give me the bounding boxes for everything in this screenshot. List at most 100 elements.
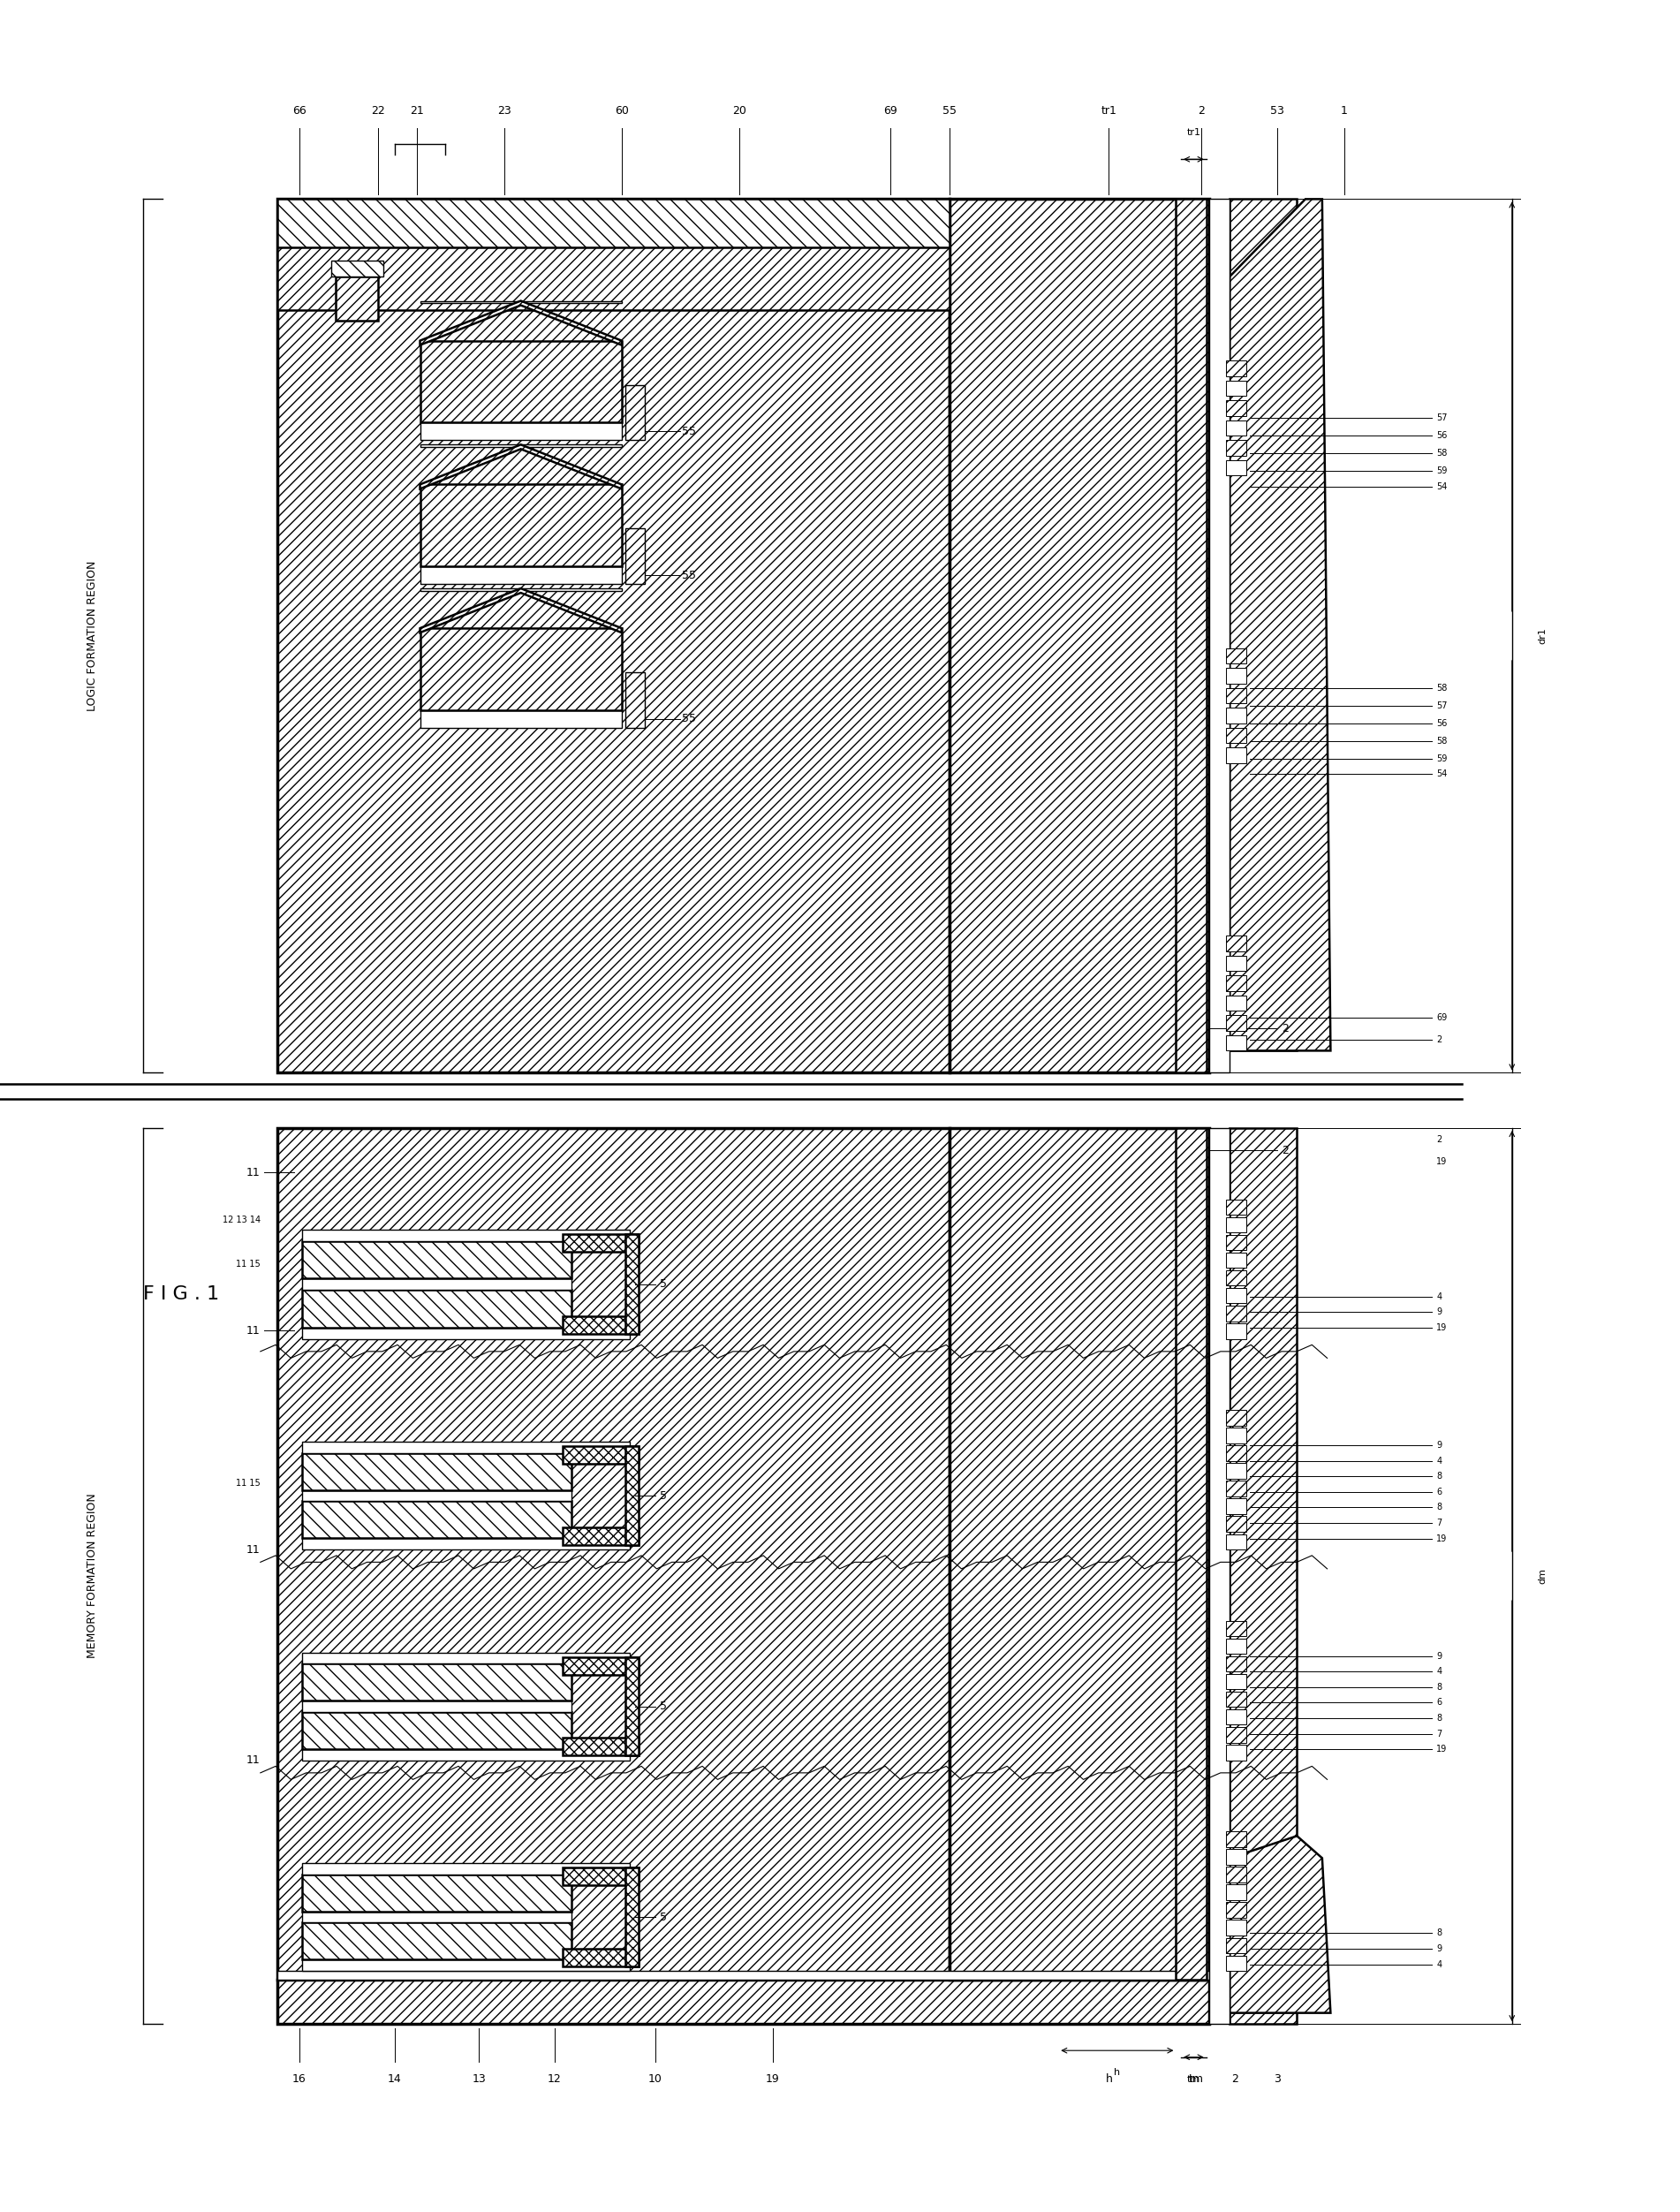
Bar (336, 276, 378, 321)
Bar (1210, 1128, 1230, 2024)
Bar (1226, 1517, 1247, 1531)
Bar (420, 710, 622, 728)
Bar (277, 1971, 1210, 1980)
Text: 4: 4 (1436, 1458, 1441, 1464)
Bar (1226, 1885, 1247, 1900)
Bar (563, 1949, 638, 1966)
Text: 11: 11 (247, 1166, 260, 1179)
Text: 10: 10 (648, 2073, 662, 2086)
Text: 2: 2 (1282, 1144, 1289, 1157)
Bar (1230, 1128, 1297, 2024)
Bar (302, 1922, 571, 1960)
Text: 55: 55 (682, 568, 696, 582)
Text: 58: 58 (1436, 449, 1448, 458)
Text: 54: 54 (1436, 770, 1448, 779)
Bar (1226, 1035, 1247, 1051)
Bar (277, 1980, 1210, 2024)
Text: 19: 19 (766, 2073, 780, 2086)
Text: LOGIC FORMATION REGION: LOGIC FORMATION REGION (87, 560, 97, 712)
Text: 8: 8 (1436, 1504, 1441, 1511)
Bar (1226, 1639, 1247, 1655)
Text: 9: 9 (1436, 1307, 1441, 1316)
Polygon shape (420, 445, 622, 489)
Text: 11 15: 11 15 (235, 1480, 260, 1486)
Text: 16: 16 (292, 2073, 306, 2086)
Text: 55: 55 (682, 425, 696, 438)
Bar (1226, 1832, 1247, 1847)
Bar (1226, 1323, 1247, 1338)
Text: F I G . 1: F I G . 1 (143, 1285, 218, 1303)
Bar (302, 1960, 630, 1971)
Text: 11: 11 (247, 1754, 260, 1765)
Bar (1226, 1411, 1247, 1425)
Bar (331, 261, 383, 276)
Bar (420, 484, 622, 566)
Text: 8: 8 (1436, 1714, 1441, 1723)
Bar (1226, 1199, 1247, 1214)
Bar (1226, 1955, 1247, 1971)
Bar (1226, 956, 1247, 971)
Bar (563, 1657, 638, 1674)
Bar (420, 422, 622, 440)
Bar (1176, 199, 1206, 1073)
Bar (302, 1241, 571, 1279)
Bar (302, 1442, 630, 1453)
Bar (1226, 1482, 1247, 1498)
Bar (1226, 975, 1247, 991)
Text: 9: 9 (1436, 1442, 1441, 1449)
Text: 59: 59 (1436, 754, 1448, 763)
Text: 58: 58 (1436, 737, 1448, 745)
Bar (1226, 748, 1247, 763)
Bar (563, 1316, 638, 1334)
Bar (302, 1652, 630, 1663)
Bar (302, 1874, 571, 1911)
Bar (1226, 728, 1247, 743)
Bar (1226, 1535, 1247, 1548)
Bar (1226, 1447, 1247, 1460)
Text: 11: 11 (247, 1325, 260, 1336)
Text: 2: 2 (1282, 1022, 1289, 1035)
Text: 58: 58 (1436, 684, 1448, 692)
Bar (1226, 668, 1247, 684)
Bar (302, 1537, 630, 1548)
Bar (302, 1863, 630, 1874)
Bar (1226, 1217, 1247, 1232)
Text: tr1: tr1 (1186, 128, 1201, 137)
Bar (1226, 1674, 1247, 1690)
Text: 3: 3 (1273, 2073, 1280, 2086)
Bar (563, 1234, 638, 1252)
Bar (302, 1911, 571, 1922)
Text: 7: 7 (1436, 1520, 1441, 1526)
Bar (625, 529, 645, 584)
Bar (302, 1491, 571, 1502)
Text: 6: 6 (1436, 1699, 1441, 1708)
Text: 4: 4 (1436, 1960, 1441, 1969)
Bar (302, 1453, 571, 1491)
Text: 9: 9 (1436, 1652, 1441, 1661)
Text: 53: 53 (1270, 104, 1284, 117)
Polygon shape (1230, 199, 1331, 1051)
Bar (1226, 1692, 1247, 1708)
Bar (420, 445, 622, 447)
Text: dm: dm (1537, 1568, 1547, 1584)
Bar (1226, 420, 1247, 436)
Text: 69: 69 (884, 104, 897, 117)
Bar (1226, 708, 1247, 723)
Text: 20: 20 (732, 104, 746, 117)
Bar (277, 199, 949, 1073)
Text: 54: 54 (1436, 482, 1448, 491)
Text: tr1: tr1 (1100, 104, 1117, 117)
Text: 55: 55 (682, 712, 696, 726)
Bar (302, 1663, 571, 1701)
Bar (563, 1526, 638, 1544)
Bar (277, 199, 949, 310)
Text: 5: 5 (660, 1911, 667, 1922)
Text: 2: 2 (1436, 1135, 1441, 1144)
Text: 12 13 14: 12 13 14 (222, 1214, 260, 1223)
Bar (1226, 1270, 1247, 1285)
Text: 8: 8 (1436, 1929, 1441, 1938)
Bar (277, 1128, 949, 1980)
Bar (1226, 1305, 1247, 1321)
Bar (625, 1657, 638, 1756)
Text: 11: 11 (247, 1544, 260, 1555)
